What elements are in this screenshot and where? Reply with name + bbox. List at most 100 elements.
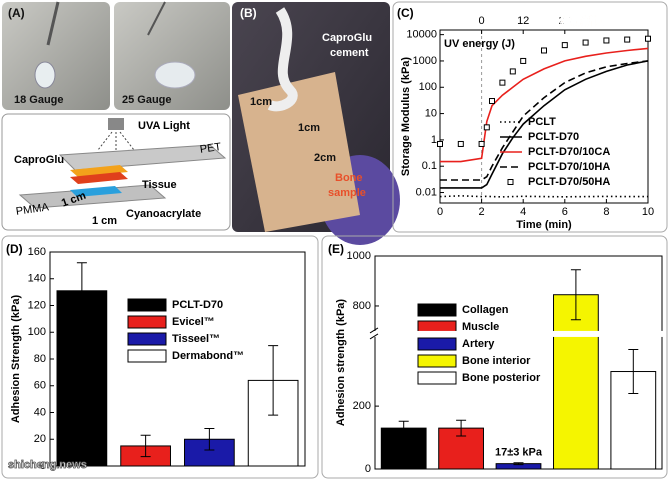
schematic-label: Cyanoacrylate [126, 208, 201, 220]
x-tick-label: 6 [562, 206, 568, 218]
legend-label: Bone posterior [462, 372, 541, 384]
bar [610, 371, 657, 470]
layer-tissue [70, 172, 128, 184]
plot-frame [439, 29, 649, 204]
panel-frame [1, 235, 319, 479]
y-axis-label: Storage Modulus (kPa) [400, 57, 412, 177]
legend-label: PCLT [528, 116, 556, 128]
dimension-label: 1cm [250, 96, 272, 108]
legend-label: Artery [462, 338, 495, 350]
legend-swatch [417, 354, 457, 368]
y-tick-label: 100 [419, 81, 437, 93]
legend-swatch [417, 337, 457, 351]
point [645, 35, 651, 42]
schematic-label: PET [199, 141, 222, 156]
legend-swatch [507, 179, 514, 185]
legend-swatch [417, 303, 457, 317]
lamp [108, 118, 124, 130]
y-tick-label: 40 [34, 406, 46, 418]
schematic-label: PMMA [15, 201, 50, 218]
photo-label: 25 Gauge [122, 94, 172, 106]
cement [267, 7, 298, 112]
panel-label: (A) [8, 6, 25, 20]
y-tick-label: 0.1 [422, 160, 437, 172]
legend-label: PCLT-D70 [528, 131, 579, 143]
line [440, 60, 649, 189]
point [582, 39, 589, 46]
y-tick-label: 0.01 [416, 186, 437, 198]
bar [553, 294, 599, 470]
error-bar [456, 419, 467, 437]
legend-label: Collagen [462, 304, 509, 316]
line [439, 194, 648, 198]
error-bar [570, 269, 581, 321]
panel-a: (A) 18 Gauge 25 Gauge UVA Light PET Capr… [1, 1, 231, 231]
y-tick-label: 0 [40, 460, 46, 472]
photo [114, 2, 230, 110]
legend-label: PCLT-D70/50HA [528, 176, 610, 188]
bone [238, 72, 360, 232]
point [499, 79, 506, 86]
layer-pet [58, 144, 227, 171]
needle [147, 1, 166, 36]
point [457, 140, 464, 147]
photo-label: sample [328, 187, 366, 199]
y-tick-label: 10000 [406, 29, 437, 41]
point [509, 68, 516, 75]
panel-label: (C) [397, 6, 414, 20]
y-tick-label: 1000 [347, 250, 371, 262]
legend-label: Muscle [462, 321, 499, 333]
bar [56, 290, 108, 467]
y-axis-label: Adhesion strength (kPa) [335, 299, 347, 426]
x-tick-label: 0 [437, 206, 443, 218]
point [541, 47, 547, 54]
point [437, 140, 443, 147]
panel-frame [321, 235, 668, 479]
point [483, 124, 490, 131]
point [520, 57, 527, 64]
error-bar [204, 428, 215, 451]
x-tick-label: 10 [642, 206, 654, 218]
y-tick-label: 1000 [413, 55, 437, 67]
photo-label: 18 Gauge [14, 94, 64, 106]
y-tick-label: 80 [34, 353, 46, 365]
photo-label: Bone [335, 172, 363, 184]
panel-label: (E) [328, 242, 344, 256]
y-tick-label: 120 [28, 299, 46, 311]
legend-label: PCLT-D70/10HA [528, 161, 610, 173]
x2-tick-label: 12 [517, 15, 529, 27]
error-bar [140, 434, 151, 458]
schematic-label: Tissue [142, 179, 177, 191]
x-tick-label: 8 [603, 206, 609, 218]
y-tick-label: 800 [353, 300, 371, 312]
legend-swatch [127, 298, 167, 312]
legend-label: Dermabond™ [172, 350, 244, 362]
y-tick-label: 1 [431, 134, 437, 146]
legend-swatch [127, 349, 167, 363]
x2-axis-label: UV energy (J) [444, 38, 515, 50]
legend-label: Evicel™ [172, 316, 215, 328]
dimension-label: 2cm [314, 152, 336, 164]
light-rays [97, 131, 135, 152]
y-tick-label: 200 [353, 400, 371, 412]
point [489, 98, 495, 105]
y-tick-label: 160 [28, 246, 46, 258]
legend-swatch [127, 332, 167, 346]
panel-label: (D) [6, 242, 23, 256]
x-axis-label: Time (min) [516, 219, 572, 231]
error-bar [268, 345, 279, 416]
layer-caproglu [70, 165, 128, 177]
y-tick-label: 100 [28, 326, 46, 338]
photo [2, 2, 110, 110]
value-label: 17±3 kPa [495, 447, 543, 459]
panel-frame [392, 1, 668, 233]
x-tick-label: 2 [479, 206, 485, 218]
schematic-label: 1 cm [92, 215, 117, 227]
error-bar [398, 420, 409, 436]
y-tick-label: 20 [34, 433, 46, 445]
watermark: 狮城新闻 [559, 14, 604, 28]
droplet [34, 61, 56, 89]
error-bar [76, 262, 87, 320]
